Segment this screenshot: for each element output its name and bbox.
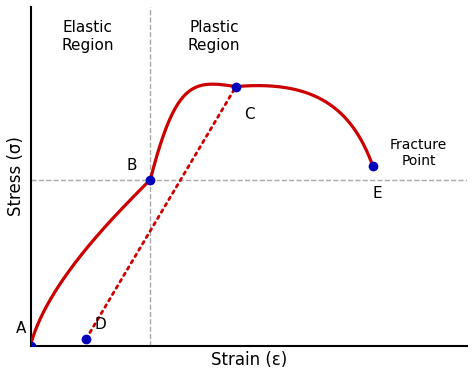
Text: C: C	[245, 106, 255, 121]
Text: B: B	[127, 158, 137, 173]
Text: Fracture
Point: Fracture Point	[390, 138, 447, 168]
Text: Elastic
Region: Elastic Region	[61, 20, 113, 53]
Text: D: D	[95, 317, 107, 332]
Text: E: E	[373, 186, 382, 201]
Text: A: A	[16, 321, 26, 335]
Text: Plastic
Region: Plastic Region	[188, 20, 240, 53]
X-axis label: Strain (ε): Strain (ε)	[210, 351, 287, 369]
Y-axis label: Stress (σ): Stress (σ)	[7, 136, 25, 216]
